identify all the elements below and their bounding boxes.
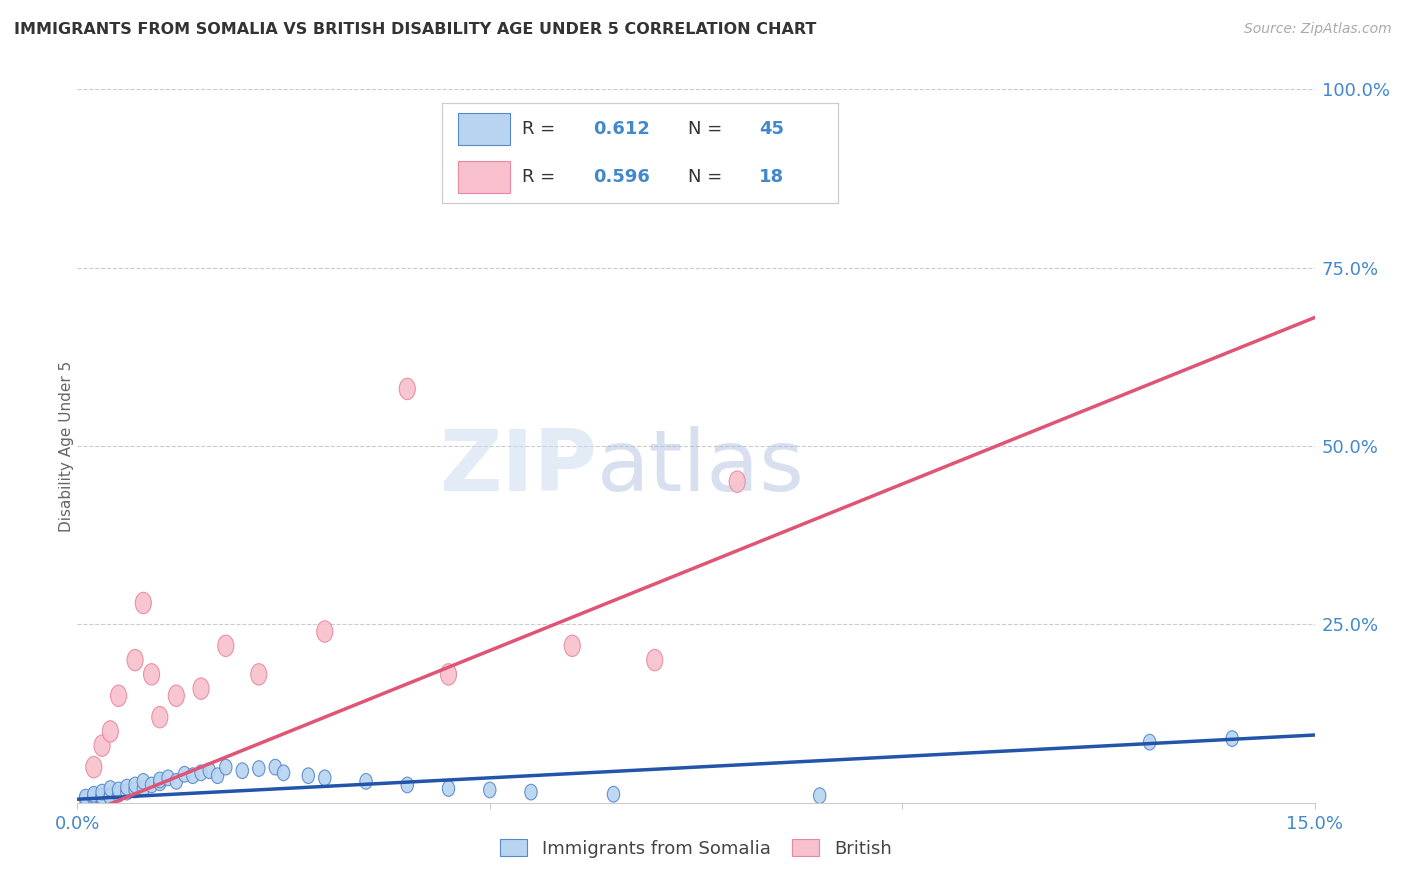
Ellipse shape — [112, 782, 125, 797]
Ellipse shape — [607, 787, 620, 802]
Ellipse shape — [143, 664, 160, 685]
Ellipse shape — [138, 780, 149, 797]
Ellipse shape — [250, 664, 267, 685]
Ellipse shape — [218, 635, 233, 657]
Ellipse shape — [121, 784, 134, 800]
Ellipse shape — [195, 765, 207, 780]
Text: IMMIGRANTS FROM SOMALIA VS BRITISH DISABILITY AGE UNDER 5 CORRELATION CHART: IMMIGRANTS FROM SOMALIA VS BRITISH DISAB… — [14, 22, 817, 37]
Ellipse shape — [443, 780, 454, 797]
Ellipse shape — [79, 791, 91, 807]
Ellipse shape — [253, 761, 264, 776]
Ellipse shape — [153, 775, 166, 790]
Ellipse shape — [202, 763, 215, 779]
Ellipse shape — [162, 770, 174, 786]
Ellipse shape — [211, 768, 224, 783]
Text: Source: ZipAtlas.com: Source: ZipAtlas.com — [1244, 22, 1392, 37]
Ellipse shape — [87, 787, 100, 802]
Ellipse shape — [399, 378, 415, 400]
Ellipse shape — [1226, 731, 1239, 747]
Ellipse shape — [152, 706, 167, 728]
Ellipse shape — [104, 780, 117, 797]
Ellipse shape — [730, 471, 745, 492]
Ellipse shape — [127, 649, 143, 671]
Ellipse shape — [96, 789, 108, 805]
Ellipse shape — [269, 759, 281, 775]
Ellipse shape — [104, 789, 117, 805]
Ellipse shape — [129, 782, 141, 797]
Ellipse shape — [170, 773, 183, 789]
Ellipse shape — [96, 784, 108, 800]
Ellipse shape — [193, 678, 209, 699]
Ellipse shape — [484, 782, 496, 797]
Ellipse shape — [440, 664, 457, 685]
Ellipse shape — [1143, 734, 1156, 750]
Ellipse shape — [86, 756, 101, 778]
Ellipse shape — [129, 777, 141, 793]
Ellipse shape — [104, 788, 117, 804]
Ellipse shape — [94, 735, 110, 756]
Ellipse shape — [647, 649, 662, 671]
Ellipse shape — [112, 787, 125, 802]
Ellipse shape — [236, 763, 249, 779]
Ellipse shape — [319, 770, 330, 786]
Ellipse shape — [87, 790, 100, 806]
Ellipse shape — [401, 777, 413, 793]
Ellipse shape — [87, 788, 100, 804]
Legend: Immigrants from Somalia, British: Immigrants from Somalia, British — [494, 832, 898, 865]
Ellipse shape — [187, 768, 200, 783]
Ellipse shape — [277, 765, 290, 780]
Ellipse shape — [316, 621, 333, 642]
Ellipse shape — [153, 772, 166, 788]
Ellipse shape — [135, 592, 152, 614]
Ellipse shape — [111, 685, 127, 706]
Ellipse shape — [524, 784, 537, 800]
Text: atlas: atlas — [598, 425, 806, 509]
Ellipse shape — [179, 766, 191, 782]
Ellipse shape — [103, 721, 118, 742]
Ellipse shape — [169, 685, 184, 706]
Ellipse shape — [360, 773, 373, 789]
Ellipse shape — [96, 790, 108, 805]
Ellipse shape — [219, 759, 232, 775]
Ellipse shape — [302, 768, 315, 783]
Y-axis label: Disability Age Under 5: Disability Age Under 5 — [59, 360, 73, 532]
Ellipse shape — [138, 773, 149, 789]
Ellipse shape — [121, 780, 134, 795]
Ellipse shape — [814, 788, 825, 804]
Ellipse shape — [564, 635, 581, 657]
Ellipse shape — [145, 777, 157, 793]
Text: ZIP: ZIP — [439, 425, 598, 509]
Ellipse shape — [79, 789, 91, 805]
